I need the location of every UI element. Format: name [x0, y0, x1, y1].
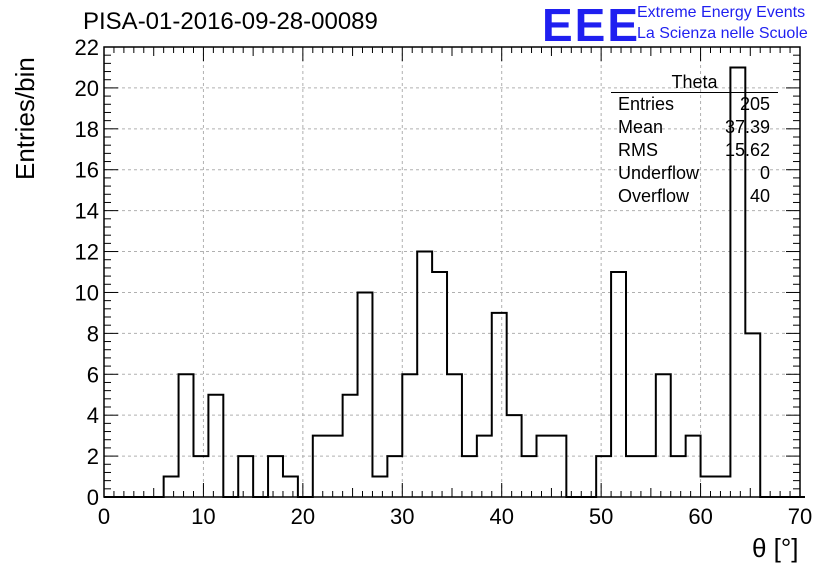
grid-lines [104, 47, 800, 497]
chart-title: PISA-01-2016-09-28-00089 [83, 8, 378, 35]
histogram-bin [343, 395, 358, 497]
histogram-bin [701, 477, 716, 497]
y-tick-label: 6 [87, 362, 99, 387]
brand-line-1: Extreme Energy Events [637, 4, 806, 21]
stats-value: 15.62 [724, 140, 770, 160]
stats-label: Underflow [618, 163, 700, 183]
histogram-bin [656, 374, 671, 497]
histogram-bin [626, 456, 641, 497]
histogram-bin [715, 477, 730, 497]
histogram-bin [596, 456, 611, 497]
y-tick-label: 0 [87, 485, 99, 510]
histogram-bin [537, 436, 552, 497]
histogram-bin [671, 456, 686, 497]
histogram-bin [745, 333, 760, 497]
brand-line-2: La Scienza nelle Scuole [637, 25, 808, 42]
histogram-bin [358, 292, 373, 497]
stats-value: 205 [739, 94, 770, 114]
histogram-bin [477, 436, 492, 497]
histogram-bin [238, 456, 253, 497]
stats-label: Mean [618, 117, 664, 137]
histogram-bin [179, 374, 194, 497]
y-tick-label: 12 [75, 240, 99, 265]
stats-row-rms: RMS 15.62 [610, 139, 778, 162]
x-tick-label: 30 [390, 504, 414, 529]
x-axis-label: θ [°] [752, 533, 799, 563]
axis-ticks [103, 46, 801, 498]
stats-row-underflow: Underflow 0 [610, 162, 778, 185]
y-tick-label: 2 [87, 444, 99, 469]
stats-row-overflow: Overflow 40 [610, 185, 778, 208]
histogram-bin [611, 272, 626, 497]
x-tick-label: 10 [191, 504, 215, 529]
histogram-bin [432, 272, 447, 497]
histogram-bin [328, 436, 343, 497]
histogram-bin [402, 374, 417, 497]
histogram-bin [447, 374, 462, 497]
y-tick-label: 4 [87, 403, 99, 428]
y-tick-label: 22 [75, 35, 99, 60]
histogram-bin [164, 477, 179, 497]
histogram-bin [551, 436, 566, 497]
histogram-bin [387, 456, 402, 497]
x-tick-label: 70 [788, 504, 812, 529]
histogram-bin [193, 456, 208, 497]
stats-value: 40 [749, 186, 770, 206]
stats-label: Entries [618, 94, 675, 114]
y-axis-label: Entries/bin [10, 57, 40, 180]
eee-logo: EEE [542, 0, 641, 51]
x-tick-label: 40 [489, 504, 513, 529]
x-tick-label: 0 [98, 504, 110, 529]
histogram-bin [313, 436, 328, 497]
y-tick-label: 16 [75, 158, 99, 183]
y-tick-label: 10 [75, 280, 99, 305]
y-tick-label: 20 [75, 76, 99, 101]
y-tick-label: 18 [75, 117, 99, 142]
stats-row-entries: Entries 205 [610, 93, 778, 116]
stats-label: Overflow [618, 186, 690, 206]
histogram-bin [417, 252, 432, 497]
stats-label: RMS [618, 140, 658, 160]
stats-value: 37.39 [724, 117, 770, 137]
histogram-bin [462, 456, 477, 497]
histogram-bin [283, 477, 298, 497]
x-tick-label: 50 [589, 504, 613, 529]
histogram-bin [507, 415, 522, 497]
histogram-bin [522, 456, 537, 497]
x-tick-label: 60 [688, 504, 712, 529]
x-tick-label: 20 [291, 504, 315, 529]
histogram-bin [641, 456, 656, 497]
stats-title: Theta [611, 72, 778, 93]
y-tick-label: 8 [87, 321, 99, 346]
histogram-bin [492, 313, 507, 497]
histogram-bin [208, 395, 223, 497]
stats-box: Theta Entries 205 Mean 37.39 RMS 15.62 U… [610, 72, 778, 208]
histogram-bin [268, 456, 283, 497]
histogram-bin [372, 477, 387, 497]
tick-labels: 0 10 20 30 40 50 60 70 0 2 4 6 8 10 12 14 16 18 20 22 [75, 35, 813, 529]
histogram-bin [686, 436, 701, 497]
stats-row-mean: Mean 37.39 [610, 116, 778, 139]
stats-value: 0 [759, 163, 770, 183]
y-tick-label: 14 [75, 199, 99, 224]
